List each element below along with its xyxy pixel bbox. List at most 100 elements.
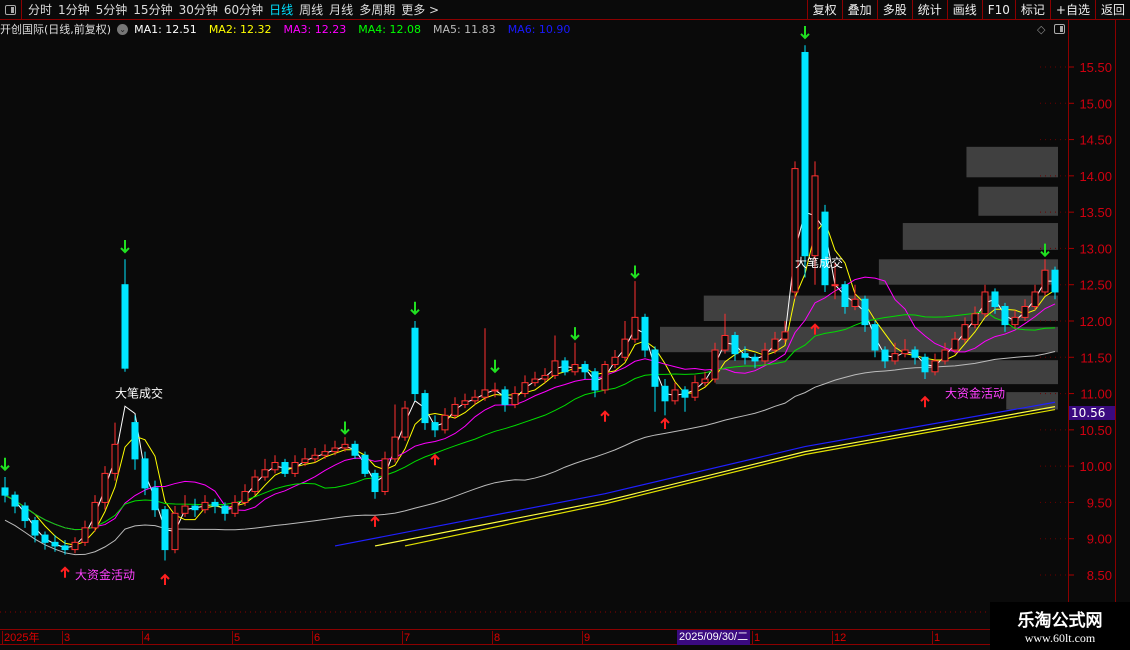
toolbar-button[interactable]: 返回 — [1094, 0, 1130, 20]
panel-toggle-button[interactable] — [0, 0, 22, 20]
chevron-down-icon[interactable]: ⌄ — [117, 23, 129, 35]
candle-body — [671, 389, 679, 402]
buy-arrow-icon — [600, 410, 610, 422]
candle-body — [431, 422, 439, 431]
candle-body — [471, 396, 479, 402]
candle-body — [21, 505, 29, 522]
stock-title: 开创国际(日线,前复权) — [0, 23, 112, 36]
candle-body — [231, 501, 239, 514]
period-tab[interactable]: 1分钟 — [58, 3, 90, 17]
toolbar-button[interactable]: 标记 — [1014, 0, 1050, 20]
candle-body — [11, 494, 19, 507]
candle-body — [411, 327, 419, 395]
candle-body — [901, 349, 909, 355]
candle-body — [101, 472, 109, 503]
candle-body — [961, 324, 969, 340]
y-tick-label: 9.00 — [1087, 532, 1112, 547]
candle-body — [1021, 305, 1029, 318]
candle-body — [631, 316, 639, 340]
buy-arrow-icon — [810, 323, 820, 335]
y-tick-label: 12.50 — [1079, 278, 1112, 293]
chip-zone — [902, 223, 1058, 250]
date-tick: 1 — [932, 631, 941, 645]
y-tick-label: 12.00 — [1079, 314, 1112, 329]
panel-icon[interactable] — [1054, 24, 1065, 34]
candle-body — [681, 389, 689, 398]
candle-body — [531, 378, 539, 384]
candle-body — [381, 458, 389, 493]
candle-body — [341, 443, 349, 449]
y-tick-label: 8.50 — [1087, 568, 1112, 583]
candle-body — [611, 356, 619, 366]
candle-body — [441, 414, 449, 431]
chart-annotation: 大资金活动 — [75, 567, 135, 582]
y-tick-label: 11.00 — [1080, 387, 1112, 402]
long-ma-line — [334, 401, 1056, 547]
time-axis: 2025年 3 4 5 6 7 8 9 1 12 1 2025/09/30/二 — [0, 629, 1130, 645]
period-tab[interactable]: 多周期 — [359, 3, 396, 17]
period-tab[interactable]: 60分钟 — [223, 3, 264, 17]
candle-body — [31, 520, 39, 536]
candle-body — [911, 349, 919, 358]
toolbar-button[interactable]: 画线 — [946, 0, 982, 20]
period-tab[interactable]: 周线 — [299, 3, 324, 17]
date-tick: 7 — [402, 631, 411, 645]
candle-body — [181, 505, 189, 514]
y-tick-label: 15.50 — [1079, 60, 1112, 75]
axis-divider — [1068, 20, 1069, 630]
candle-body — [731, 335, 739, 355]
period-tab[interactable]: 分时 — [28, 3, 53, 17]
candle-body — [211, 501, 219, 507]
candle-body — [1011, 316, 1019, 326]
candle-body — [511, 393, 519, 405]
candle-body — [141, 458, 149, 489]
toolbar-button[interactable]: 叠加 — [841, 0, 877, 20]
candle-body — [401, 407, 409, 438]
candle-body — [861, 298, 869, 326]
sell-arrow-icon — [340, 421, 350, 435]
toolbar-button[interactable]: 多股 — [876, 0, 912, 20]
period-tab[interactable]: 30分钟 — [178, 3, 218, 17]
sell-arrow-icon — [120, 240, 130, 254]
period-tab[interactable]: 月线 — [329, 3, 354, 17]
candle-body — [521, 382, 529, 395]
panel-icon — [5, 4, 16, 15]
period-tab[interactable]: 15分钟 — [133, 3, 173, 17]
candle-body — [561, 360, 569, 373]
sell-arrow-icon — [630, 265, 640, 279]
y-tick-label: 14.00 — [1079, 169, 1112, 184]
chip-zone — [1006, 392, 1058, 410]
chart-annotation: 大资金活动 — [945, 386, 1005, 401]
candle-body — [991, 291, 999, 307]
y-tick-label: 10.00 — [1079, 459, 1112, 474]
toolbar-button[interactable]: +自选 — [1049, 0, 1095, 20]
candle-body — [1001, 305, 1009, 326]
diamond-icon[interactable]: ◇ — [1037, 23, 1046, 36]
period-tab[interactable]: 日线 — [269, 3, 294, 17]
candle-body — [281, 462, 289, 474]
buy-arrow-icon — [370, 515, 380, 527]
candle-body — [111, 443, 119, 474]
period-tab[interactable]: 更多 > — [401, 3, 440, 17]
date-tick: 2025年 — [2, 631, 40, 645]
toolbar-button[interactable]: F10 — [981, 0, 1015, 20]
sell-arrow-icon — [490, 359, 500, 374]
candle-body — [541, 374, 549, 380]
candle-body — [251, 476, 259, 493]
y-tick-label: 13.00 — [1079, 241, 1112, 256]
toolbar-button[interactable]: 统计 — [911, 0, 947, 20]
candle-body — [491, 389, 499, 392]
period-tab[interactable]: 5分钟 — [95, 3, 128, 17]
toolbar-button[interactable]: 复权 — [806, 0, 842, 20]
candle-body — [601, 364, 609, 391]
candle-body — [971, 313, 979, 326]
candle-body — [151, 487, 159, 511]
candle-body — [591, 371, 599, 391]
period-toolbar: 分时 1分钟 5分钟 15分钟 30分钟 60分钟 日线 周线 月线 多周期 更多 > 复权 叠加 多股… — [0, 0, 1130, 20]
candle-body — [351, 443, 359, 456]
side-tab-strip[interactable] — [1115, 20, 1130, 630]
candle-body — [41, 534, 49, 543]
date-tick: 3 — [62, 631, 71, 645]
candle-body — [761, 349, 769, 362]
